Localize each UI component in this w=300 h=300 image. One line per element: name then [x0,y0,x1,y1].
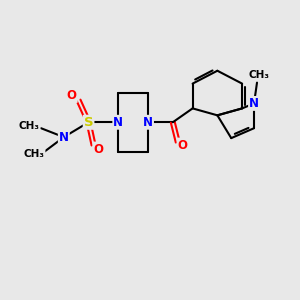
Text: N: N [113,116,123,129]
Text: O: O [94,142,103,155]
Text: O: O [67,89,77,102]
Text: N: N [59,130,69,144]
Text: CH₃: CH₃ [248,70,269,80]
Text: N: N [249,97,259,110]
Text: O: O [178,139,188,152]
Text: N: N [143,116,153,129]
Text: S: S [84,116,93,129]
Text: CH₃: CH₃ [24,149,45,159]
Text: CH₃: CH₃ [19,121,40,131]
